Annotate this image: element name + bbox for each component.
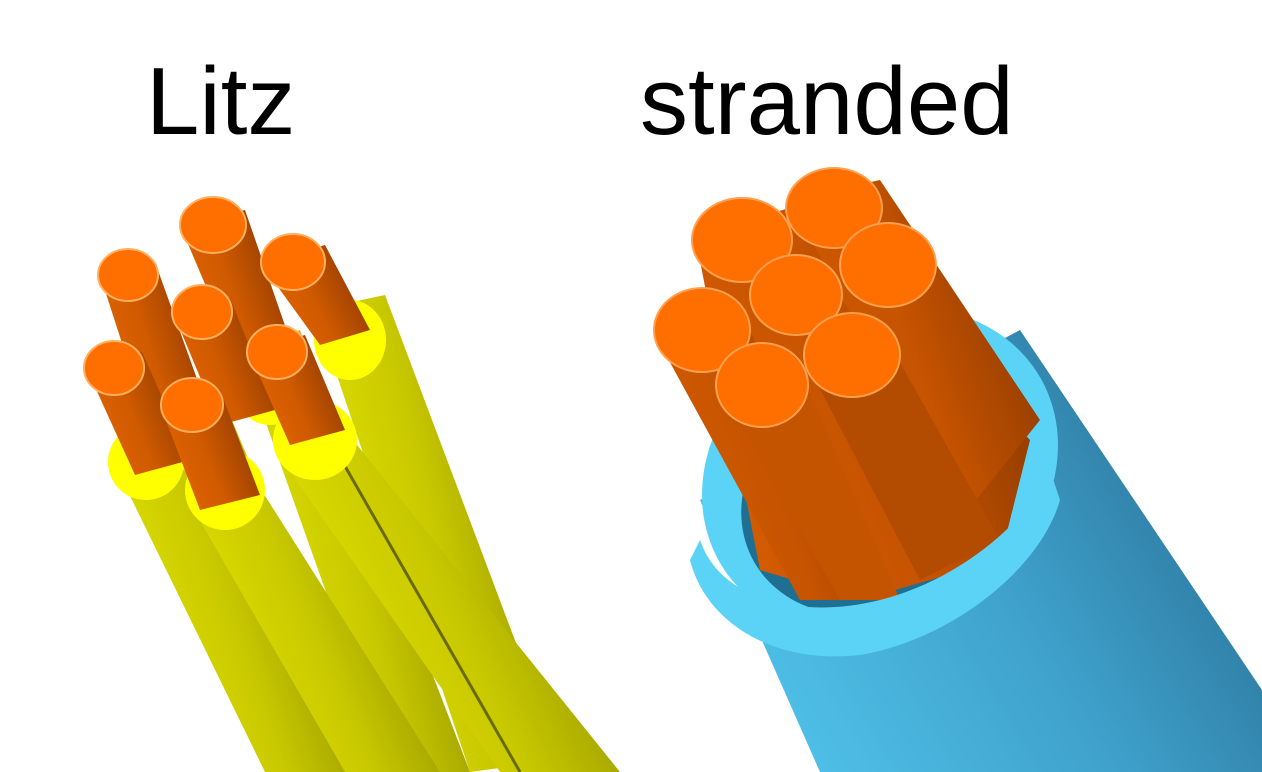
stranded-bundle-icon bbox=[653, 167, 1262, 772]
litz-label: Litz bbox=[146, 48, 296, 155]
stranded-label: stranded bbox=[640, 48, 1014, 155]
stranded-jacket-lip bbox=[690, 470, 1060, 657]
litz-bundle-icon bbox=[83, 196, 620, 772]
litz-copper-strands bbox=[83, 196, 370, 510]
stranded-copper-strands bbox=[653, 167, 1040, 600]
